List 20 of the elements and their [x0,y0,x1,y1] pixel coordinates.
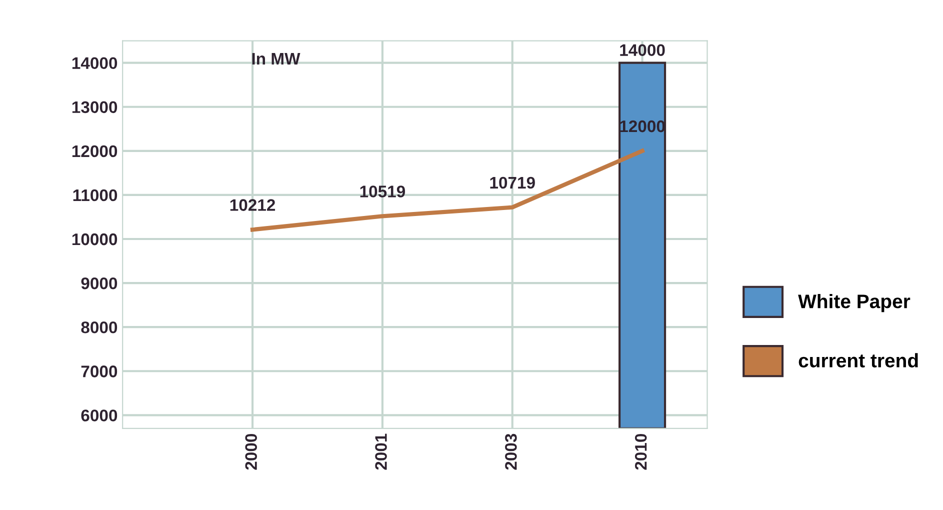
data-label: 10719 [490,176,535,189]
y-tick-label: 13000 [72,101,118,114]
y-tick-label: 7000 [81,366,118,378]
data-label: 14000 [620,44,665,56]
y-tick-label: 8000 [81,321,118,334]
data-label: 10212 [230,199,276,211]
legend-label: current trend [798,353,918,368]
x-tick-label: 2000 [245,434,257,470]
y-tick-label: 12000 [72,145,118,158]
x-tick-label: 2010 [634,434,647,470]
annotation: In MW [252,53,300,65]
y-tick-label: 11000 [73,189,118,202]
y-tick-label: 6000 [81,410,118,422]
legend-label: White Paper [798,294,910,312]
data-label: 10519 [360,186,405,198]
y-tick-label: 9000 [81,277,118,290]
x-tick-label: 2001 [375,434,387,470]
y-tick-label: 10000 [72,233,118,246]
x-tick-label: 2003 [505,434,517,470]
y-tick-label: 14000 [72,57,118,70]
